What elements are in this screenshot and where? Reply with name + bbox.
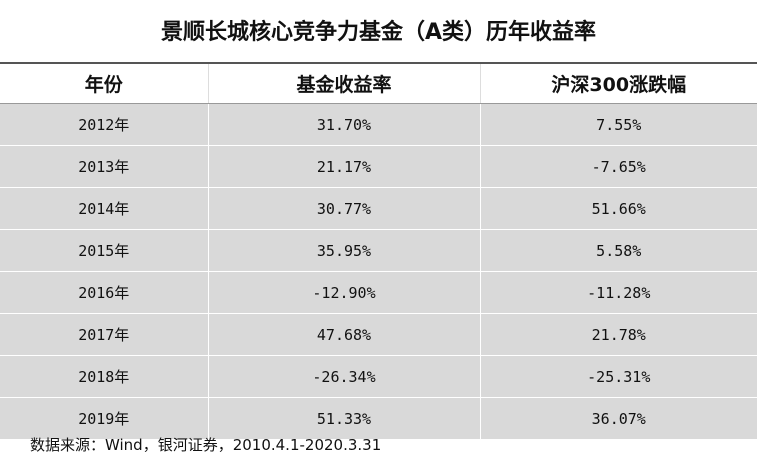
header-cell: 基金收益率 (207, 63, 480, 104)
table-cell: -26.34% (207, 355, 480, 398)
returns-table: 年份 基金收益率 沪深300涨跌幅 2012年 31.70% 7.55% 2013年 21.… (0, 62, 757, 440)
source-note: 数据来源：Wind，银河证券，2010.4.1-2020.3.31 (30, 436, 382, 454)
table-row: 2018年 -26.34% -25.31% (0, 355, 757, 398)
table-cell: 2017年 (0, 313, 208, 356)
table-cell: 2012年 (0, 103, 208, 146)
table-body: 2012年 31.70% 7.55% 2013年 21.17% -7.65% 2014年 30… (0, 103, 757, 440)
table-row: 2019年 51.33% 36.07% (0, 397, 757, 440)
table-row: 2013年 21.17% -7.65% (0, 145, 757, 188)
table-cell: 35.95% (207, 229, 480, 272)
table-row: 2016年 -12.90% -11.28% (0, 271, 757, 314)
table-cell: 30.77% (207, 187, 480, 230)
table-cell: 2014年 (0, 187, 208, 230)
table-cell: 7.55% (479, 103, 757, 146)
table-cell: 21.17% (207, 145, 480, 188)
table-cell: -12.90% (207, 271, 480, 314)
table-row: 2012年 31.70% 7.55% (0, 103, 757, 146)
table-cell: 2013年 (0, 145, 208, 188)
table-cell: 31.70% (207, 103, 480, 146)
table-cell: 2018年 (0, 355, 208, 398)
header-row: 年份 基金收益率 沪深300涨跌幅 (0, 63, 757, 104)
table-cell: 21.78% (479, 313, 757, 356)
table-cell: 2015年 (0, 229, 208, 272)
table-cell: 5.58% (479, 229, 757, 272)
table-row: 2015年 35.95% 5.58% (0, 229, 757, 272)
table-row: 2014年 30.77% 51.66% (0, 187, 757, 230)
table-cell: -7.65% (479, 145, 757, 188)
table-cell: 36.07% (479, 397, 757, 440)
table-cell: 51.33% (207, 397, 480, 440)
table-cell: 2016年 (0, 271, 208, 314)
table-cell: -25.31% (479, 355, 757, 398)
table-cell: 51.66% (479, 187, 757, 230)
table-cell: 47.68% (207, 313, 480, 356)
header-cell: 沪深300涨跌幅 (479, 63, 757, 104)
table-cell: -11.28% (479, 271, 757, 314)
header-cell: 年份 (0, 63, 208, 104)
table-cell: 2019年 (0, 397, 208, 440)
table-title: 景顺长城核心竞争力基金（A类）历年收益率 (160, 20, 597, 45)
table-row: 2017年 47.68% 21.78% (0, 313, 757, 356)
